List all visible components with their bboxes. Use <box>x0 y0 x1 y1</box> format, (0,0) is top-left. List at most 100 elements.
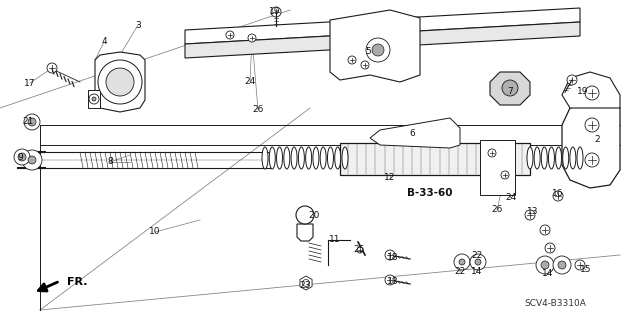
Ellipse shape <box>534 147 540 169</box>
Circle shape <box>106 68 134 96</box>
Bar <box>88 90 100 108</box>
Text: 4: 4 <box>101 38 107 47</box>
Text: 19: 19 <box>269 8 281 17</box>
Circle shape <box>525 210 535 220</box>
Circle shape <box>296 206 314 224</box>
Ellipse shape <box>320 147 326 169</box>
Text: 26: 26 <box>492 205 502 214</box>
Polygon shape <box>185 8 580 44</box>
Ellipse shape <box>563 147 569 169</box>
Text: 11: 11 <box>329 235 340 244</box>
Ellipse shape <box>306 147 312 169</box>
Circle shape <box>558 261 566 269</box>
Circle shape <box>475 259 481 265</box>
Ellipse shape <box>342 147 348 169</box>
Text: 14: 14 <box>542 270 554 278</box>
Text: 17: 17 <box>24 78 36 87</box>
Ellipse shape <box>556 147 561 169</box>
Text: 5: 5 <box>365 48 371 56</box>
Text: 12: 12 <box>384 174 396 182</box>
Ellipse shape <box>291 147 297 169</box>
Polygon shape <box>562 72 620 108</box>
Circle shape <box>536 256 554 274</box>
Polygon shape <box>297 224 313 241</box>
Ellipse shape <box>284 147 290 169</box>
Circle shape <box>575 260 585 270</box>
Text: FR.: FR. <box>67 277 88 287</box>
Polygon shape <box>95 52 145 112</box>
Polygon shape <box>185 22 580 58</box>
Circle shape <box>585 153 599 167</box>
Circle shape <box>89 94 99 104</box>
Ellipse shape <box>298 147 305 169</box>
Circle shape <box>541 261 549 269</box>
Circle shape <box>303 279 310 286</box>
Circle shape <box>385 275 395 285</box>
Circle shape <box>501 171 509 179</box>
Circle shape <box>226 31 234 39</box>
Circle shape <box>28 118 36 126</box>
Text: 25: 25 <box>353 244 365 254</box>
Text: 7: 7 <box>507 87 513 97</box>
Text: 3: 3 <box>135 20 141 29</box>
Text: 13: 13 <box>527 207 539 217</box>
Circle shape <box>372 44 384 56</box>
Text: 9: 9 <box>17 152 23 161</box>
Ellipse shape <box>313 147 319 169</box>
Text: B-33-60: B-33-60 <box>407 188 452 198</box>
Circle shape <box>18 153 26 161</box>
Circle shape <box>92 97 96 101</box>
Ellipse shape <box>328 147 333 169</box>
Text: 15: 15 <box>580 265 592 275</box>
Circle shape <box>553 256 571 274</box>
Ellipse shape <box>570 147 576 169</box>
Circle shape <box>271 7 281 17</box>
Circle shape <box>488 149 496 157</box>
Circle shape <box>385 250 395 260</box>
Circle shape <box>348 56 356 64</box>
Polygon shape <box>490 72 530 105</box>
Circle shape <box>47 63 57 73</box>
Ellipse shape <box>548 147 554 169</box>
Text: 21: 21 <box>22 117 34 127</box>
Circle shape <box>22 150 42 170</box>
Circle shape <box>553 191 563 201</box>
Circle shape <box>502 80 518 96</box>
Circle shape <box>567 75 577 85</box>
Text: SCV4-B3310A: SCV4-B3310A <box>524 299 586 308</box>
Text: 18: 18 <box>387 278 399 286</box>
Ellipse shape <box>269 147 275 169</box>
Text: 23: 23 <box>300 280 310 290</box>
Polygon shape <box>562 100 620 188</box>
Polygon shape <box>330 10 420 82</box>
Bar <box>340 143 530 175</box>
Circle shape <box>361 61 369 69</box>
Ellipse shape <box>276 147 282 169</box>
Circle shape <box>14 149 30 165</box>
Circle shape <box>585 118 599 132</box>
Ellipse shape <box>262 147 268 169</box>
Circle shape <box>366 38 390 62</box>
Circle shape <box>357 247 363 253</box>
Text: 22: 22 <box>454 268 466 277</box>
Text: 8: 8 <box>107 158 113 167</box>
Circle shape <box>459 259 465 265</box>
Text: 6: 6 <box>409 129 415 137</box>
Text: 24: 24 <box>244 78 255 86</box>
Polygon shape <box>370 118 460 148</box>
Text: 24: 24 <box>506 194 516 203</box>
Circle shape <box>540 225 550 235</box>
Text: 16: 16 <box>552 189 564 197</box>
Text: 18: 18 <box>387 254 399 263</box>
Ellipse shape <box>577 147 583 169</box>
Text: 26: 26 <box>252 106 264 115</box>
Ellipse shape <box>527 147 533 169</box>
Circle shape <box>24 114 40 130</box>
Text: 22: 22 <box>472 250 483 259</box>
Ellipse shape <box>541 147 547 169</box>
Circle shape <box>545 243 555 253</box>
Circle shape <box>98 60 142 104</box>
Circle shape <box>454 254 470 270</box>
Text: 14: 14 <box>471 268 483 277</box>
Text: 19: 19 <box>577 87 589 97</box>
